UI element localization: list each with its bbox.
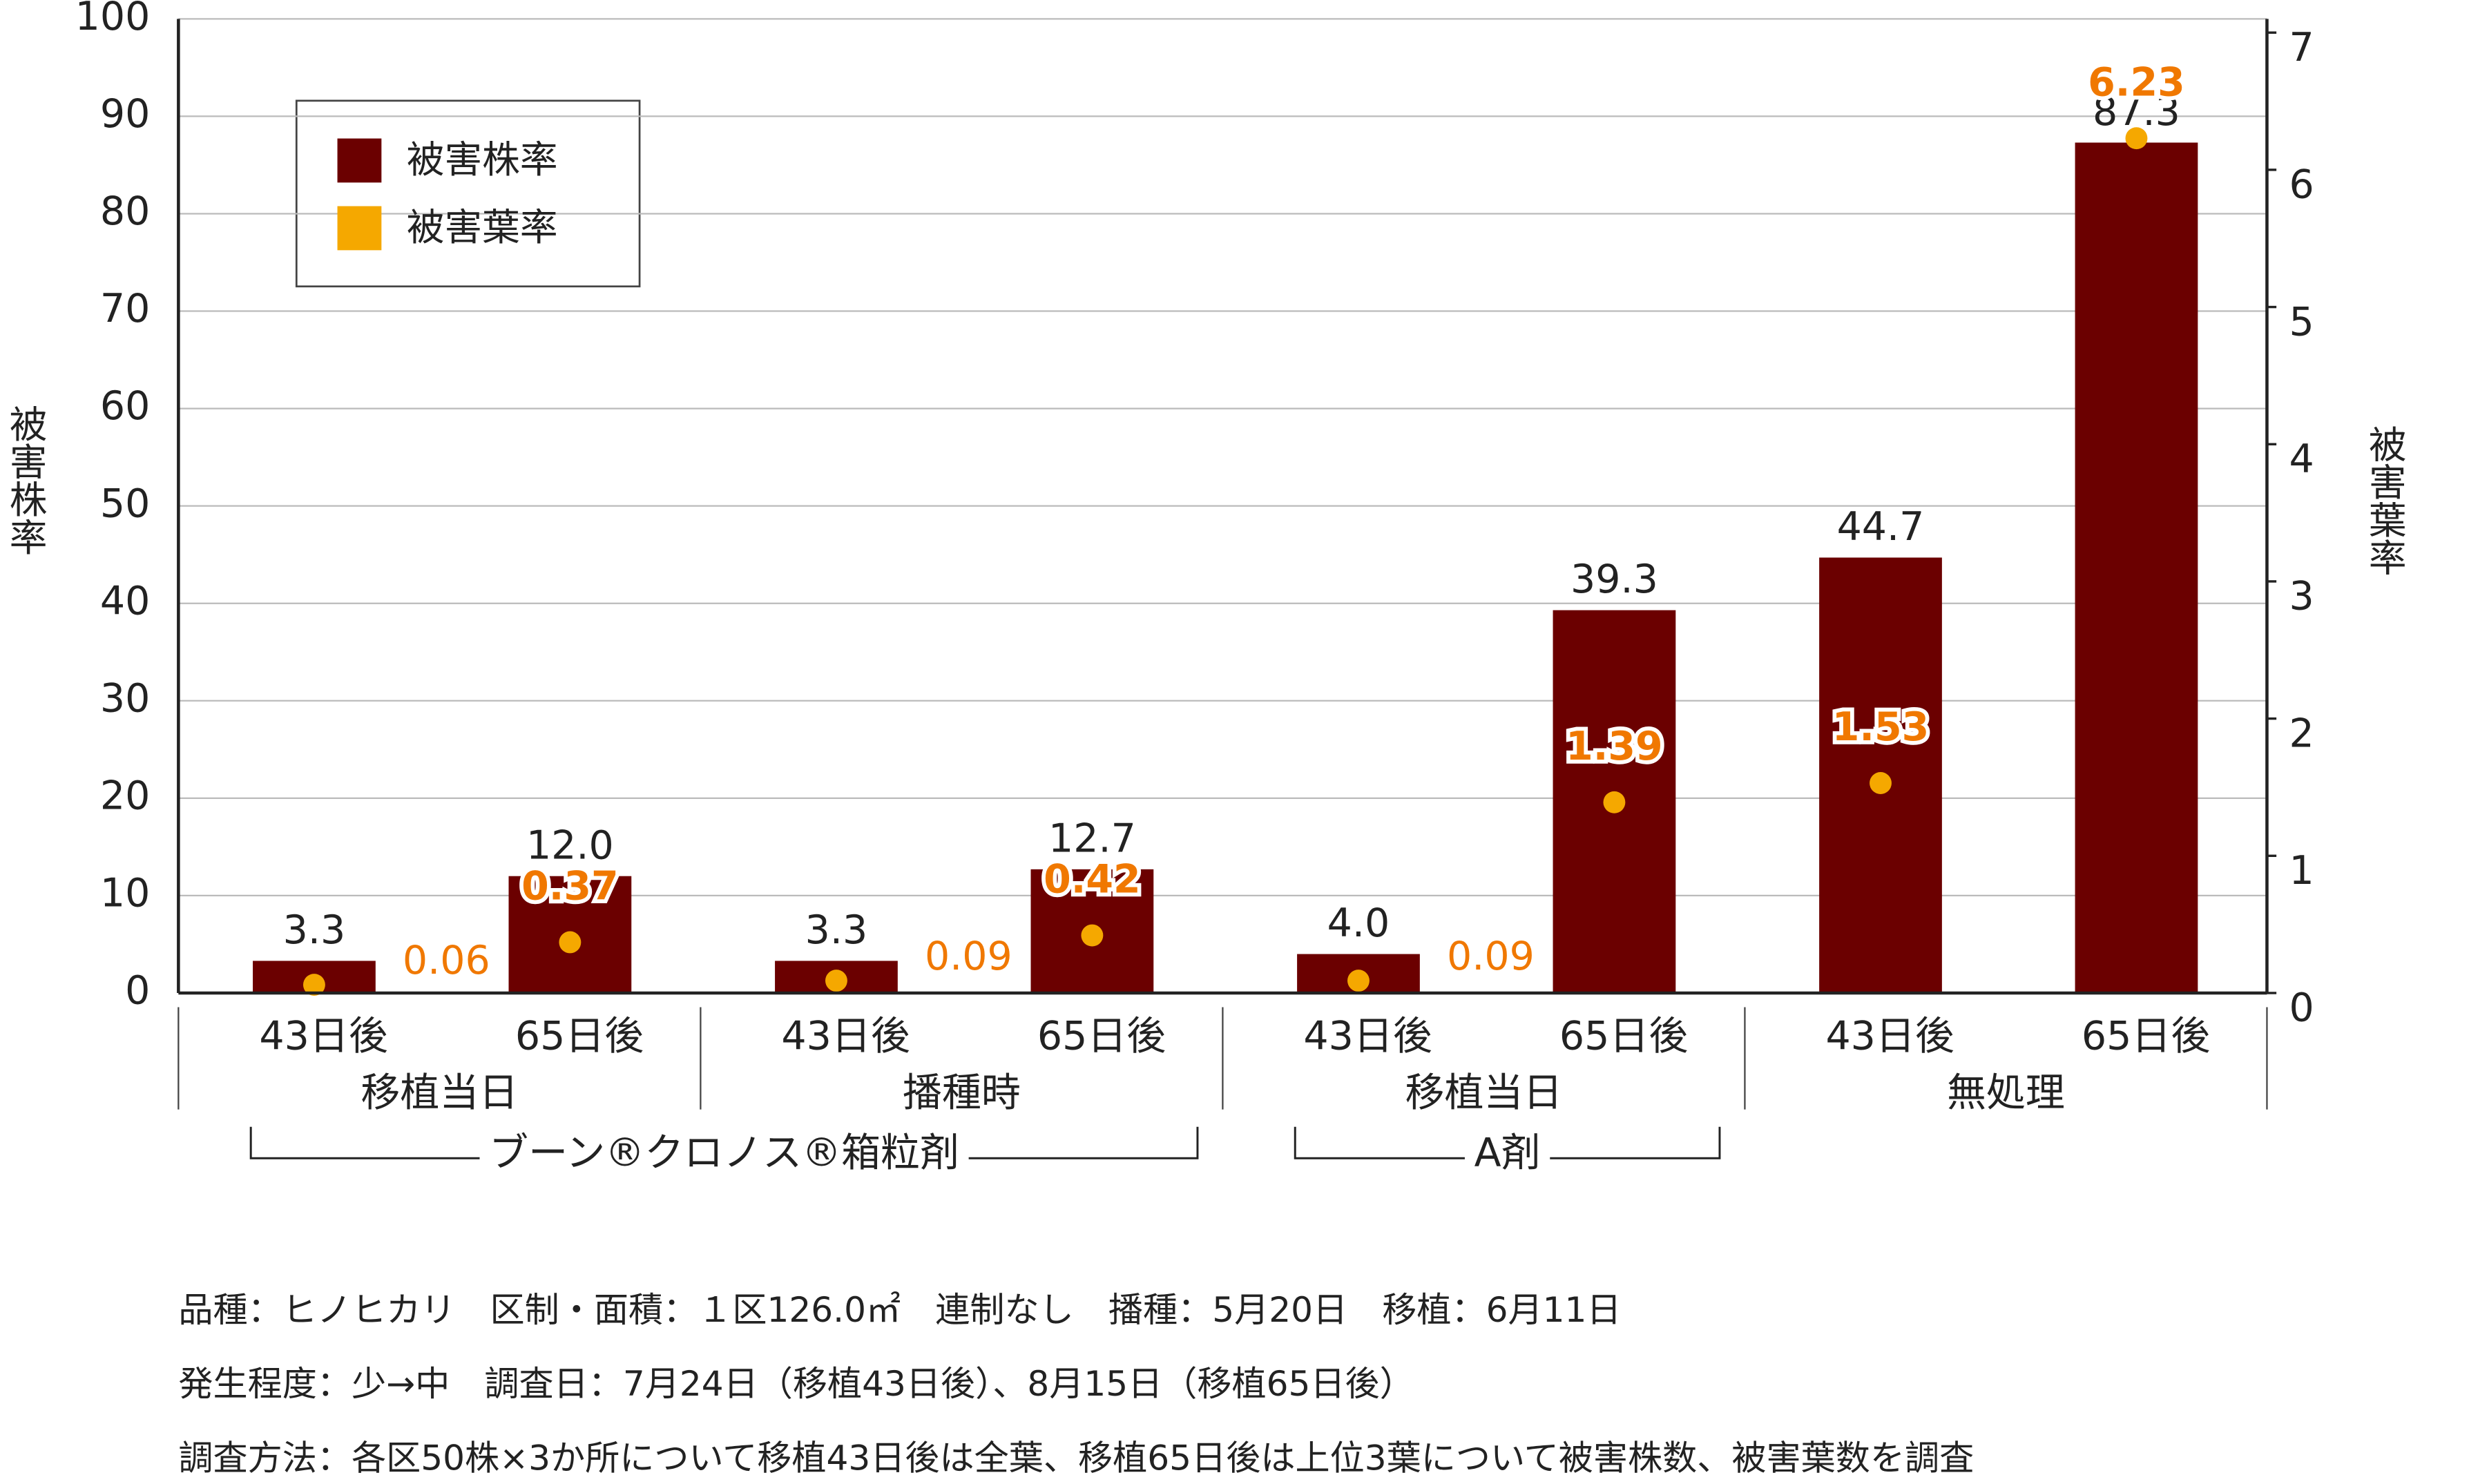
note: 発生程度：少→中 調査日：7月24日（移植43日後）、8月15日（移植65日後） bbox=[178, 1363, 1414, 1404]
y2-tick-label: 3 bbox=[2289, 574, 2314, 619]
x-tick-label: 43日後 bbox=[781, 1014, 910, 1059]
bar-value-label: 4.0 bbox=[1327, 900, 1390, 946]
y2-tick-label: 1 bbox=[2289, 848, 2314, 894]
x-tick-label: 43日後 bbox=[259, 1014, 387, 1059]
x-tick-label: 65日後 bbox=[1559, 1014, 1688, 1059]
y2-tick-label: 7 bbox=[2289, 25, 2314, 70]
group-label: 移植当日 bbox=[361, 1070, 518, 1116]
y-tick-label: 100 bbox=[75, 0, 151, 39]
legend-swatch bbox=[337, 138, 382, 183]
x-tick-label: 65日後 bbox=[1037, 1014, 1166, 1059]
point bbox=[1870, 772, 1892, 794]
point-value-label: 1.39 bbox=[1566, 724, 1663, 769]
bar bbox=[2075, 142, 2198, 993]
point-value-label: 1.53 bbox=[1832, 704, 1930, 750]
bracket-label-bg bbox=[1464, 1130, 1550, 1176]
y-tick-label: 70 bbox=[100, 286, 151, 331]
point bbox=[1081, 924, 1104, 947]
point-value-label: 6.23 bbox=[2088, 59, 2185, 105]
y-tick-label: 50 bbox=[100, 481, 151, 526]
y2-tick-label: 2 bbox=[2289, 711, 2314, 756]
point bbox=[559, 931, 582, 954]
y2-tick-label: 5 bbox=[2289, 299, 2314, 345]
x-tick-label: 65日後 bbox=[2082, 1014, 2210, 1059]
y-tick-label: 60 bbox=[100, 383, 151, 429]
x-tick-label: 65日後 bbox=[515, 1014, 644, 1059]
point bbox=[1603, 791, 1626, 813]
legend-swatch bbox=[337, 206, 382, 251]
bar-value-label: 3.3 bbox=[805, 907, 868, 953]
note: 品種：ヒノヒカリ 区制・面積：１区126.0㎡ 連制なし 播種：5月20日 移植… bbox=[178, 1289, 1621, 1330]
bar-value-label: 12.0 bbox=[526, 822, 614, 868]
y2-tick-label: 0 bbox=[2289, 985, 2314, 1031]
bar-value-label: 44.7 bbox=[1837, 504, 1925, 550]
point-value-label: 0.37 bbox=[521, 864, 619, 909]
legend-label: 被害葉率 bbox=[407, 205, 558, 249]
y-tick-label: 30 bbox=[100, 675, 151, 721]
bar-value-label: 12.7 bbox=[1048, 816, 1136, 861]
point bbox=[1347, 970, 1370, 992]
group-label: 移植当日 bbox=[1405, 1070, 1562, 1116]
point bbox=[2125, 127, 2148, 150]
bar-value-label: 87.3 bbox=[2093, 89, 2180, 135]
point-value-label: 0.09 bbox=[925, 934, 1012, 979]
point bbox=[825, 970, 847, 992]
y2-tick-label: 4 bbox=[2289, 436, 2314, 482]
y-tick-label: 90 bbox=[100, 91, 151, 137]
point-value-label: 0.06 bbox=[403, 938, 490, 983]
y-tick-label: 80 bbox=[100, 189, 151, 234]
group-label: 播種時 bbox=[903, 1070, 1021, 1116]
y-tick-label: 10 bbox=[100, 871, 151, 916]
bar-value-label: 39.3 bbox=[1570, 557, 1658, 602]
x-tick-label: 43日後 bbox=[1825, 1014, 1954, 1059]
point-value-label: 0.09 bbox=[1447, 934, 1535, 979]
y-axis-title: 被害株率 bbox=[3, 405, 48, 556]
y-tick-label: 40 bbox=[100, 578, 151, 624]
point bbox=[302, 974, 325, 996]
bracket-label-bg bbox=[479, 1130, 969, 1176]
bracket-label: A剤 bbox=[1474, 1130, 1541, 1175]
y-tick-label: 20 bbox=[100, 773, 151, 818]
bar-value-label: 3.3 bbox=[283, 907, 346, 953]
note: 調査方法：各区50株×3か所について移植43日後は全葉、移植65日後は上位3葉に… bbox=[178, 1437, 1974, 1478]
legend-box bbox=[295, 99, 641, 288]
legend-label: 被害株率 bbox=[407, 137, 558, 182]
group-label: 無処理 bbox=[1947, 1070, 2065, 1116]
point-value-label: 0.42 bbox=[1044, 857, 1141, 903]
bracket-label: ブーン®クロノス®箱粒剤 bbox=[489, 1130, 959, 1175]
y2-axis-title: 被害葉率 bbox=[2363, 425, 2407, 576]
y-tick-label: 0 bbox=[125, 968, 150, 1014]
x-tick-label: 43日後 bbox=[1303, 1014, 1432, 1059]
y2-tick-label: 6 bbox=[2289, 162, 2314, 208]
